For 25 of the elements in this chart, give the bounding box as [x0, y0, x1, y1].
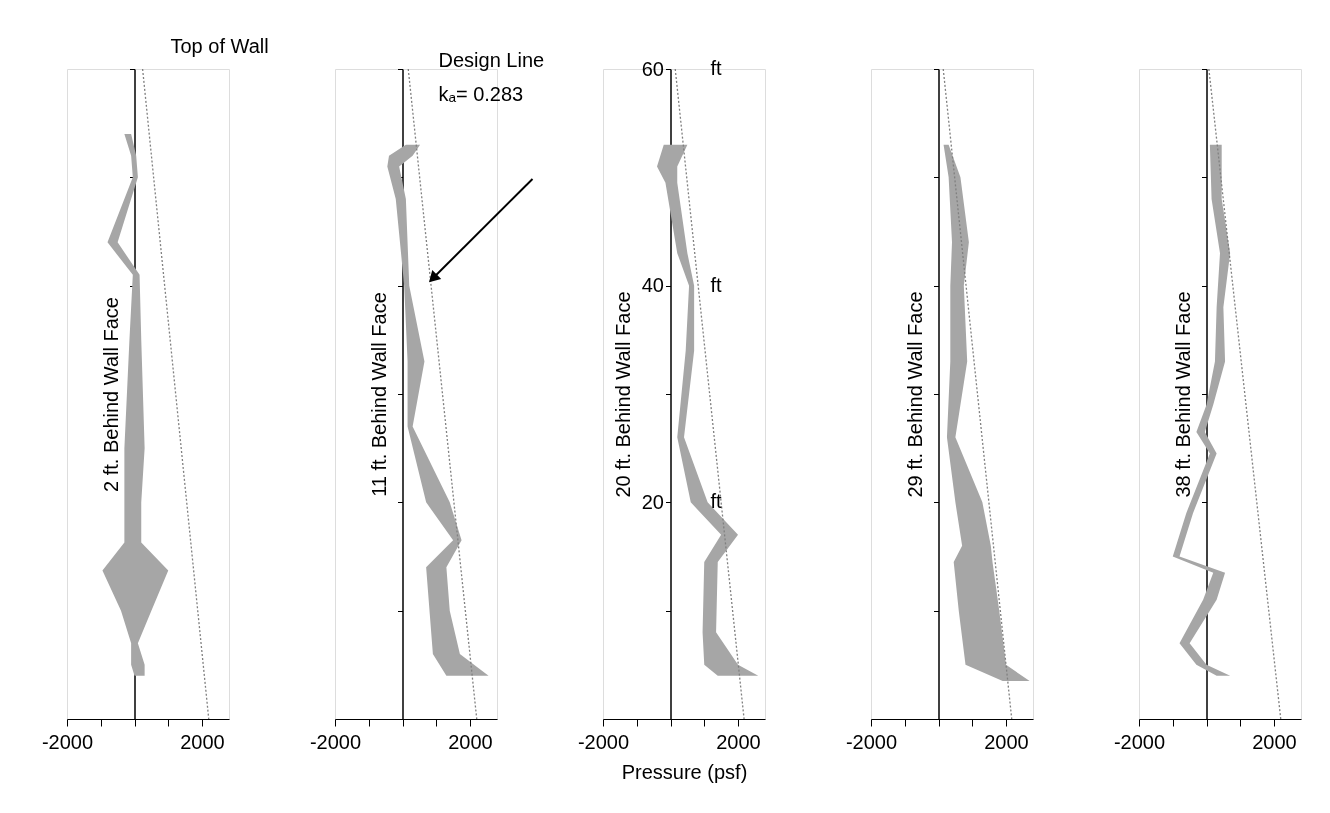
annotation: kₐ= 0.283	[438, 83, 524, 105]
y-axis-title: 29 ft. Behind Wall Face	[903, 291, 926, 498]
x-tick-label: -2000	[577, 730, 630, 753]
x-tick-label: 2000	[448, 730, 493, 753]
x-tick-label: -2000	[41, 730, 94, 753]
y-axis-title: 38 ft. Behind Wall Face	[1171, 291, 1194, 498]
annotation: ft	[710, 57, 723, 79]
text: Top of Wall	[170, 35, 269, 57]
x-tick-label: -2000	[1113, 730, 1166, 753]
y-axis-title: 20 ft. Behind Wall Face	[611, 291, 634, 498]
x-tick-label: -2000	[845, 730, 898, 753]
x-tick-label: -2000	[309, 730, 362, 753]
x-tick-label: 2000	[1252, 730, 1297, 753]
y-axis-title: 2 ft. Behind Wall Face	[99, 297, 122, 492]
y-axis-title: 11 ft. Behind Wall Face	[367, 292, 390, 497]
x-axis-title: Pressure (psf)	[621, 760, 748, 783]
x-tick-label: 2000	[180, 730, 225, 753]
annotation: Design Line	[438, 49, 545, 71]
y-tick-label: 60	[641, 57, 664, 80]
annotation: ft	[710, 273, 723, 296]
y-tick-label: 40	[641, 274, 664, 297]
x-tick-label: 2000	[984, 730, 1029, 753]
y-tick-label: 20	[641, 490, 664, 513]
annotation: ft	[710, 490, 723, 513]
x-tick-label: 2000	[716, 730, 761, 753]
